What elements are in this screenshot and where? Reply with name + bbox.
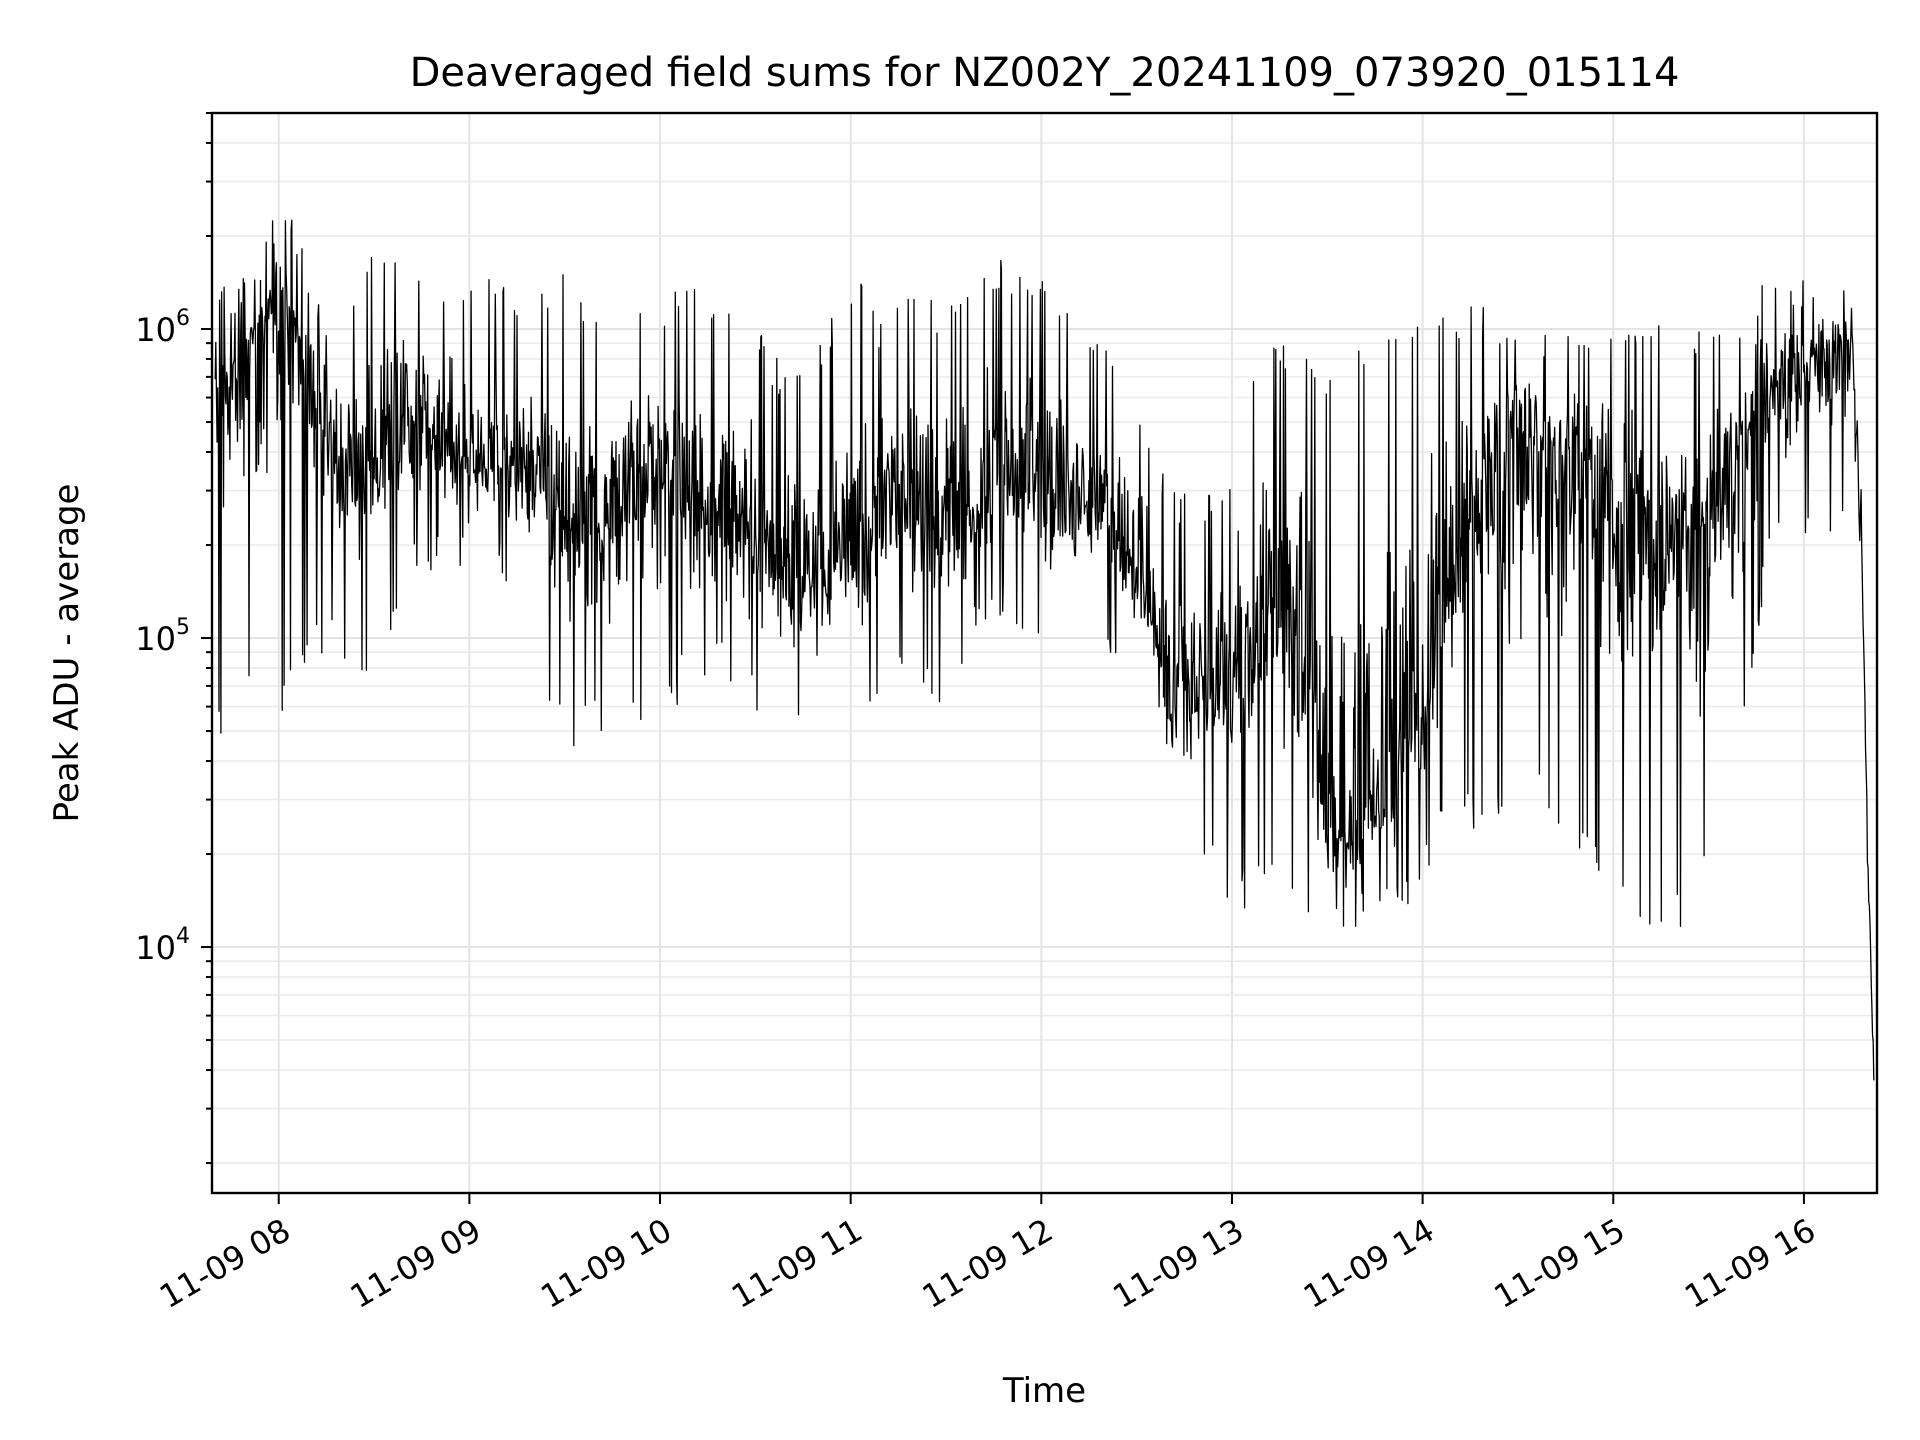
x-axis-label: Time xyxy=(1002,1371,1086,1411)
y-tick-label: 106 xyxy=(135,306,190,349)
series-line-0 xyxy=(214,219,1875,1081)
y-tick-label: 105 xyxy=(135,615,190,658)
y-axis-label: Peak ADU - average xyxy=(47,484,87,823)
y-axis: 104 105 106 xyxy=(135,112,212,1165)
series-layer xyxy=(214,219,1875,1081)
y-tick-label: 104 xyxy=(135,924,190,967)
chart-title: Deaveraged field sums for NZ002Y_2024110… xyxy=(410,50,1680,96)
